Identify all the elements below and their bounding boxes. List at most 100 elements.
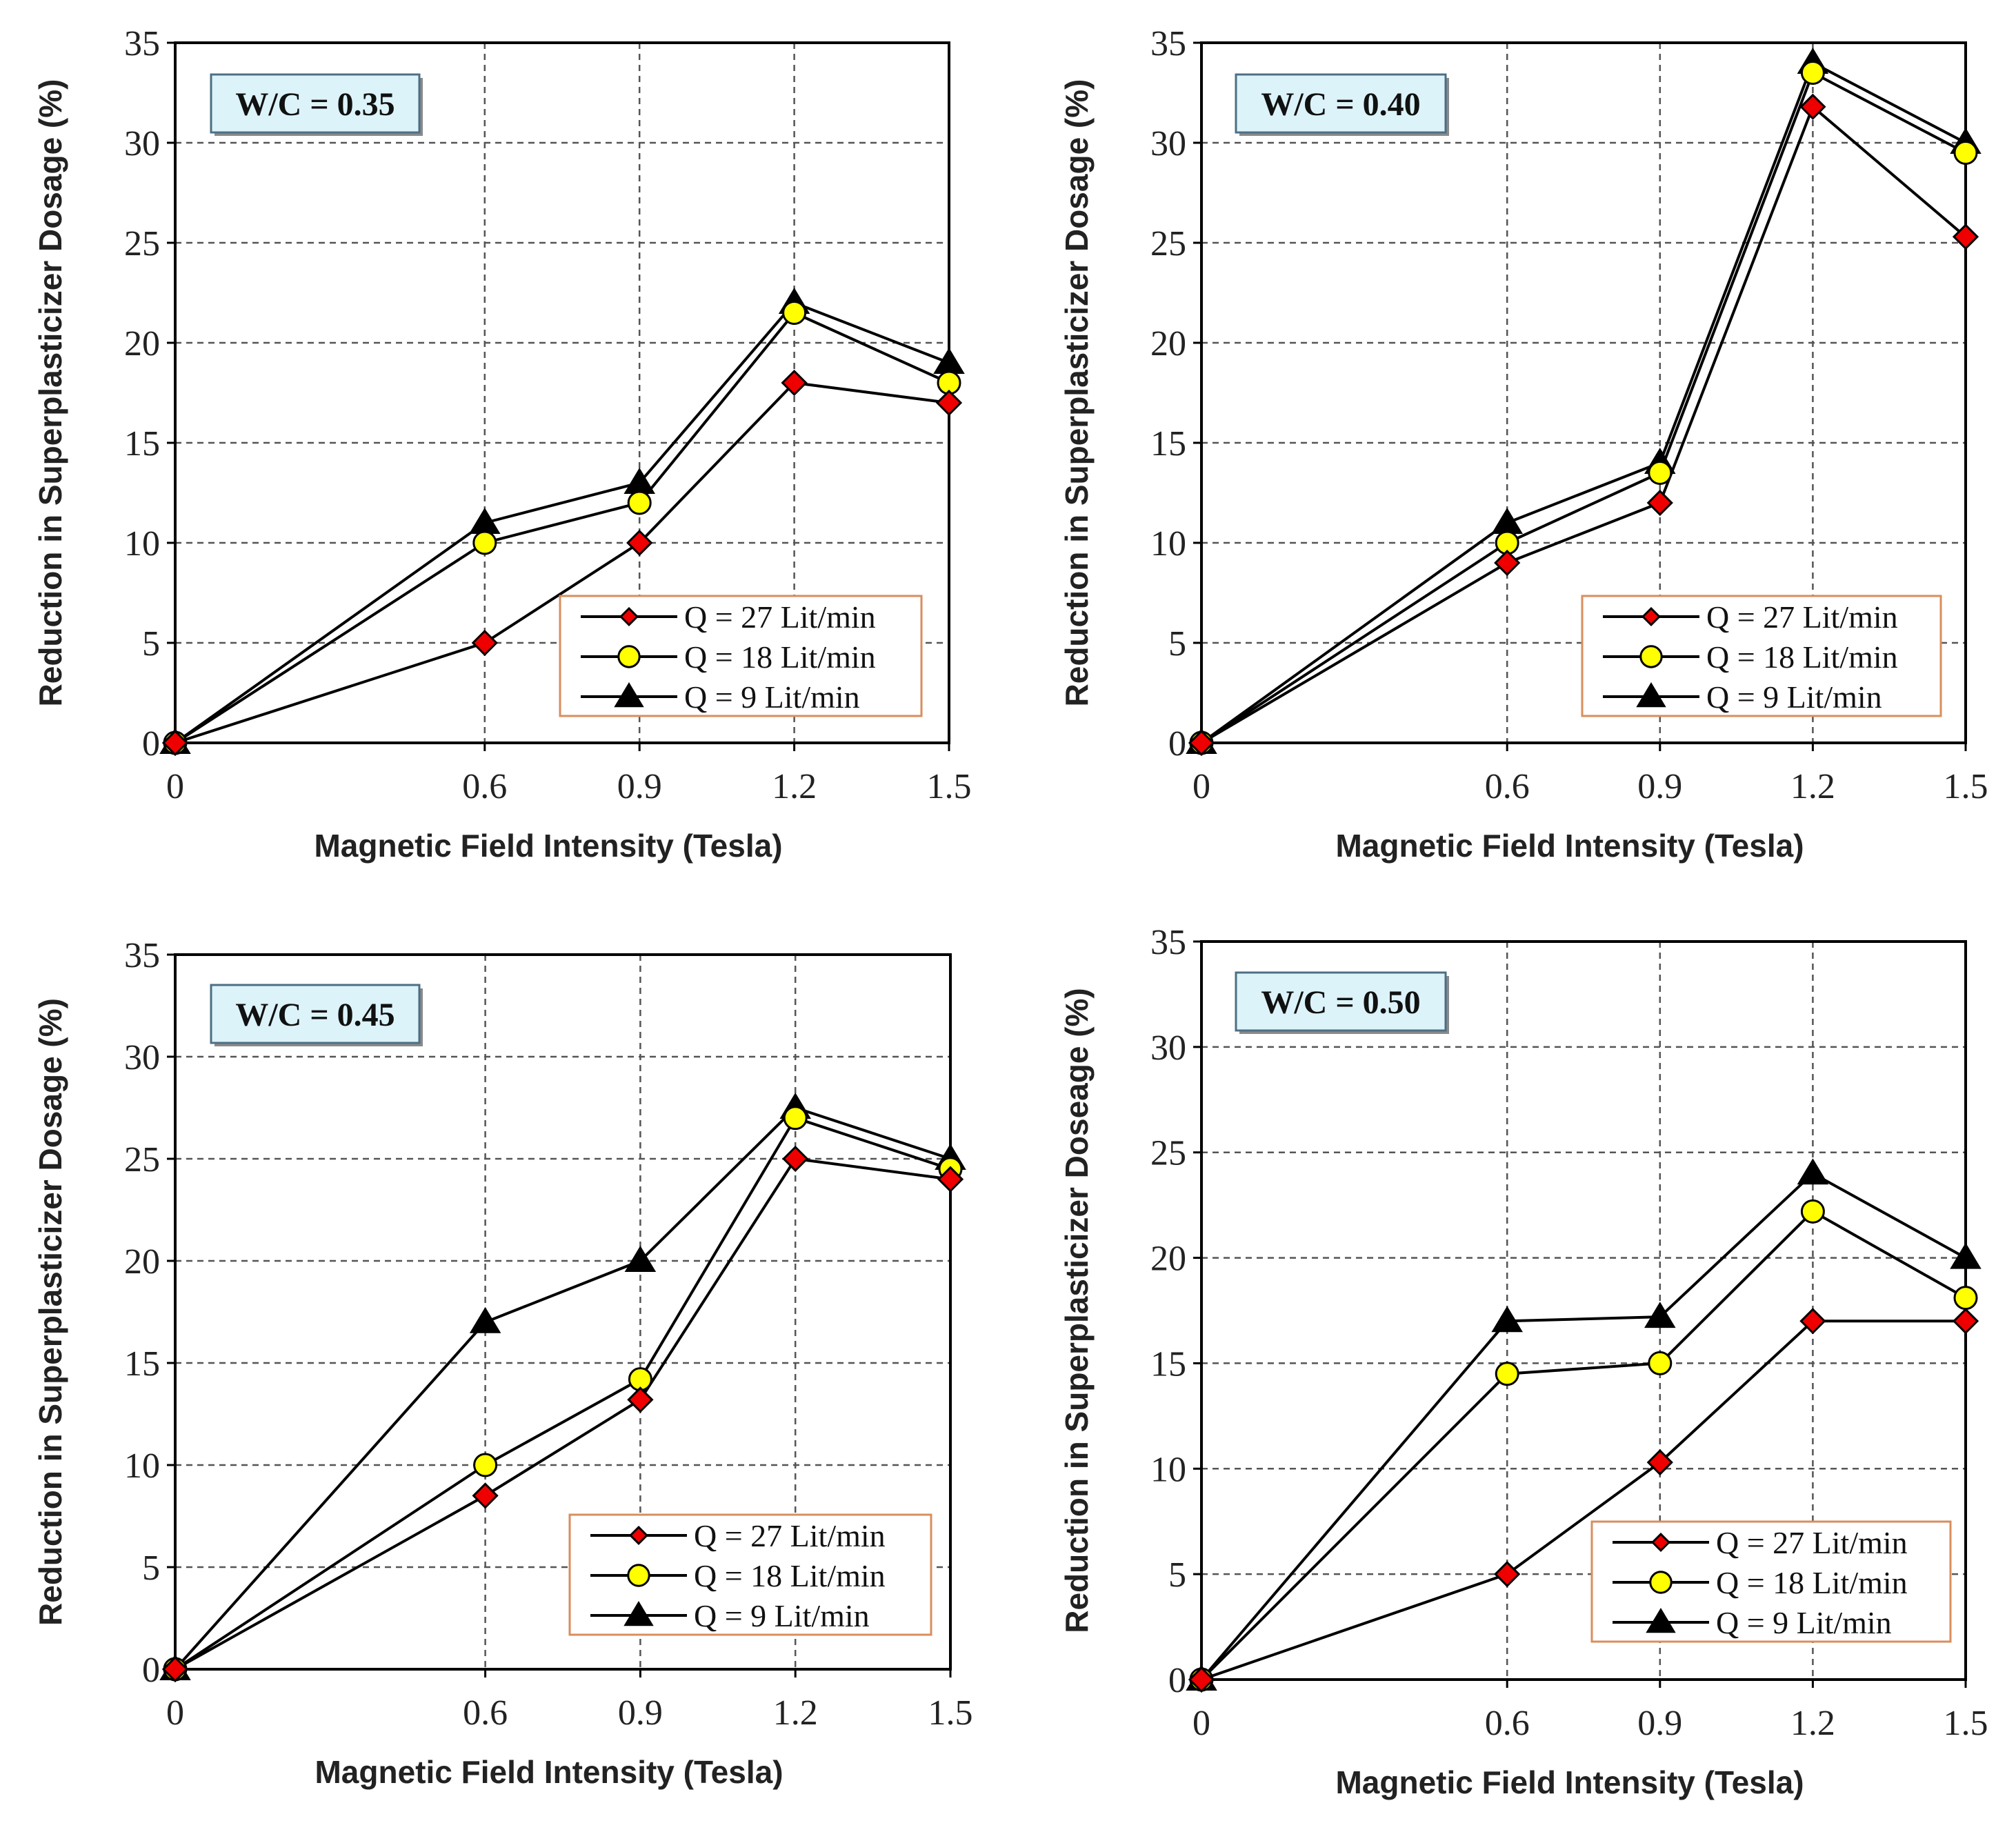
legend-label: Q = 9 Lit/min (1716, 1605, 1892, 1640)
x-tick-label: 0.6 (1485, 767, 1530, 806)
data-point-diamond (1494, 549, 1521, 577)
y-tick-label: 10 (1150, 1450, 1186, 1489)
wc-label: W/C = 0.40 (1261, 86, 1420, 123)
legend-label: Q = 27 Lit/min (1706, 599, 1898, 635)
y-axis-title: Reduction in Superplasticizer Dosage (%) (1059, 79, 1095, 707)
y-axis-title: Reduction in Superplasticizer Dosage (%) (32, 79, 68, 707)
y-tick-label: 10 (1150, 524, 1186, 564)
y-tick-label: 20 (1150, 324, 1186, 364)
legend-label: Q = 18 Lit/min (684, 639, 876, 675)
wc-label: W/C = 0.35 (235, 86, 395, 123)
data-point-circle (783, 1106, 808, 1131)
x-tick-label: 0 (1192, 1704, 1210, 1743)
y-tick-label: 30 (124, 124, 160, 163)
data-point-diamond (1494, 1561, 1521, 1588)
legend-marker-circle (617, 645, 641, 668)
legend-label: Q = 18 Lit/min (694, 1558, 886, 1593)
legend-marker-diamond (619, 606, 639, 627)
y-tick-label: 25 (124, 1140, 160, 1179)
plot-frame (174, 953, 952, 1671)
y-tick-label: 15 (1150, 1344, 1186, 1384)
wc-box (1235, 73, 1447, 134)
legend-marker-triangle (623, 1601, 654, 1626)
data-point-circle (1953, 1286, 1978, 1311)
data-point-circle (473, 1453, 498, 1477)
wc-label: W/C = 0.45 (235, 997, 395, 1033)
data-point-circle (1800, 1199, 1825, 1224)
y-tick-label: 5 (1168, 624, 1186, 664)
x-tick-label: 1.2 (1790, 1704, 1835, 1743)
data-point-diamond (781, 369, 808, 397)
data-point-triangle (1644, 1302, 1676, 1328)
legend-marker-circle (1639, 645, 1663, 668)
legend: Q = 27 Lit/min Q = 18 Lit/min Q = 9 Lit/mi… (1590, 1520, 1952, 1643)
data-point-triangle (469, 1306, 501, 1333)
x-tick-label: 1.2 (772, 767, 817, 806)
x-tick-label: 0.9 (618, 1693, 663, 1733)
y-tick-label: 10 (124, 1446, 160, 1486)
wc-box (210, 984, 421, 1044)
x-tick-label: 0 (166, 1693, 184, 1733)
legend: Q = 27 Lit/min Q = 18 Lit/min Q = 9 Lit/mi… (1581, 595, 1942, 717)
legend-label: Q = 27 Lit/min (684, 599, 876, 635)
data-point-triangle (1950, 1242, 1982, 1269)
legend-label: Q = 18 Lit/min (1716, 1565, 1908, 1600)
y-tick-label: 0 (142, 1651, 160, 1690)
legend-marker-triangle (1646, 1608, 1676, 1633)
legend-label: Q = 27 Lit/min (1716, 1525, 1908, 1560)
data-point-diamond (1799, 93, 1826, 120)
legend-marker-diamond (1641, 606, 1661, 627)
y-tick-label: 25 (124, 224, 160, 263)
x-tick-label: 0.9 (617, 767, 662, 806)
y-tick-label: 10 (124, 524, 160, 564)
data-point-diamond (627, 1386, 654, 1413)
y-axis-title: Reduction in Superplasticizer Dosage (%) (32, 998, 68, 1626)
y-tick-label: 30 (1150, 1028, 1186, 1068)
gridlines (1201, 43, 1966, 743)
data-point-diamond (937, 1166, 964, 1193)
wc-label-box: W/C = 0.35 (210, 73, 423, 136)
x-tick-label: 1.5 (928, 1693, 973, 1733)
data-point-circle (1648, 461, 1673, 485)
legend-label: Q = 27 Lit/min (694, 1518, 886, 1553)
y-tick-label: 35 (1150, 923, 1186, 962)
x-tick-label: 0.6 (1485, 1704, 1530, 1743)
wc-box (1235, 971, 1447, 1032)
data-point-circle (472, 530, 497, 555)
data-point-diamond (782, 1145, 809, 1173)
y-tick-label: 15 (1150, 424, 1186, 464)
y-tick-label: 35 (1150, 24, 1186, 63)
x-tick-label: 0.9 (1637, 767, 1682, 806)
x-tick-label: 0.6 (463, 1693, 508, 1733)
data-point-circle (1800, 61, 1825, 85)
data-point-triangle (624, 1246, 657, 1272)
legend-marker-triangle (1636, 682, 1666, 708)
data-point-circle (627, 490, 652, 515)
data-point-diamond (1188, 1666, 1215, 1693)
y-tick-label: 30 (1150, 124, 1186, 163)
data-point-diamond (1188, 729, 1215, 757)
x-axis-title: Magnetic Field Intensity (Tesla) (315, 1754, 783, 1790)
data-point-circle (1648, 1351, 1673, 1375)
x-tick-label: 0 (1192, 767, 1210, 806)
y-tick-label: 0 (142, 724, 160, 764)
legend-marker-diamond (628, 1525, 649, 1546)
data-point-diamond (1646, 1448, 1673, 1476)
y-tick-label: 5 (142, 624, 160, 664)
data-point-circle (1953, 141, 1978, 165)
y-axis-title: Reduction in Superplasticizer Doseage (%… (1059, 988, 1095, 1633)
x-tick-label: 1.2 (1790, 767, 1835, 806)
y-tick-label: 25 (1150, 1134, 1186, 1173)
x-tick-label: 1.5 (1944, 767, 1988, 806)
data-point-circle (1495, 1362, 1519, 1386)
data-point-diamond (161, 1655, 189, 1683)
wc-label-box: W/C = 0.45 (210, 984, 423, 1046)
y-tick-label: 20 (124, 324, 160, 364)
x-tick-label: 1.2 (773, 1693, 818, 1733)
y-tick-label: 0 (1168, 724, 1186, 764)
legend-label: Q = 9 Lit/min (684, 679, 860, 715)
y-tick-label: 30 (124, 1038, 160, 1077)
legend-marker-triangle (614, 682, 644, 708)
y-tick-label: 15 (124, 424, 160, 464)
